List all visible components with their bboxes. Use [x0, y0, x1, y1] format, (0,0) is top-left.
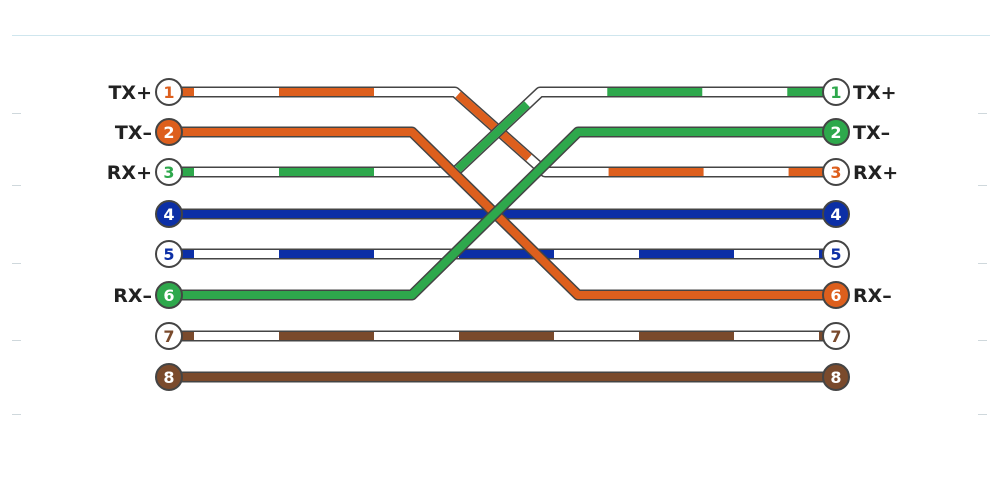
- pin-layer: 1 TX+ 2 TX– 3 RX+ 4 5 6 RX– 7 8 1 TX+ 2 TX– 3 RX+ 4 5 6 RX– 7 8: [107, 78, 898, 391]
- right-pin-label: RX–: [853, 285, 892, 307]
- left-pin-number: 3: [163, 163, 174, 182]
- left-pin-3: 3 RX+: [107, 158, 183, 186]
- right-pin-4: 4: [822, 200, 850, 228]
- left-pin-circle: [155, 240, 183, 268]
- left-pin-circle: [155, 363, 183, 391]
- right-pin-label: TX+: [853, 82, 897, 104]
- left-pin-1: 1 TX+: [108, 78, 183, 106]
- wire-3-to-1: [169, 86, 836, 178]
- left-pin-label: TX–: [115, 122, 152, 144]
- margin-tick: [978, 113, 987, 114]
- margin-tick: [978, 263, 987, 264]
- wire-layer: [169, 86, 836, 383]
- left-pin-number: 8: [163, 368, 174, 387]
- left-pin-circle: [155, 158, 183, 186]
- margin-tick: [12, 113, 21, 114]
- left-pin-number: 5: [163, 245, 174, 264]
- wire-stripe: [169, 88, 836, 176]
- left-pin-label: TX+: [108, 82, 152, 104]
- margin-tick: [12, 340, 21, 341]
- right-pin-circle: [822, 363, 850, 391]
- right-pin-label: RX+: [853, 162, 898, 184]
- margin-tick: [978, 185, 987, 186]
- margin-tick: [12, 185, 21, 186]
- right-pin-circle: [822, 118, 850, 146]
- right-pin-3: 3 RX+: [822, 158, 898, 186]
- right-pin-circle: [822, 322, 850, 350]
- left-pin-number: 7: [163, 327, 174, 346]
- left-pin-8: 8: [155, 363, 183, 391]
- left-pin-circle: [155, 322, 183, 350]
- right-pin-2: 2 TX–: [822, 118, 890, 146]
- margin-tick: [12, 414, 21, 415]
- left-pin-number: 2: [163, 123, 174, 142]
- margin-tick: [978, 414, 987, 415]
- right-pin-label: TX–: [853, 122, 890, 144]
- right-pin-5: 5: [822, 240, 850, 268]
- wire-6-to-2: [169, 126, 836, 301]
- left-pin-2: 2 TX–: [115, 118, 183, 146]
- right-pin-8: 8: [822, 363, 850, 391]
- right-pin-number: 7: [830, 327, 841, 346]
- right-pin-number: 6: [830, 286, 841, 305]
- left-pin-5: 5: [155, 240, 183, 268]
- right-pin-number: 2: [830, 123, 841, 142]
- wire-solid-fill: [169, 128, 836, 299]
- right-pin-number: 4: [830, 205, 841, 224]
- right-pin-1: 1 TX+: [822, 78, 897, 106]
- left-pin-circle: [155, 118, 183, 146]
- left-pin-number: 1: [163, 83, 174, 102]
- right-pin-number: 1: [830, 83, 841, 102]
- left-pin-number: 4: [163, 205, 174, 224]
- right-pin-number: 3: [830, 163, 841, 182]
- right-pin-circle: [822, 78, 850, 106]
- top-divider: [12, 35, 990, 36]
- right-pin-6: 6 RX–: [822, 281, 892, 309]
- margin-tick: [12, 263, 21, 264]
- left-pin-circle: [155, 78, 183, 106]
- left-pin-label: RX+: [107, 162, 152, 184]
- right-pin-circle: [822, 200, 850, 228]
- right-pin-circle: [822, 281, 850, 309]
- left-pin-circle: [155, 200, 183, 228]
- left-pin-7: 7: [155, 322, 183, 350]
- right-pin-circle: [822, 158, 850, 186]
- left-pin-number: 6: [163, 286, 174, 305]
- left-pin-6: 6 RX–: [113, 281, 183, 309]
- right-pin-7: 7: [822, 322, 850, 350]
- right-pin-number: 5: [830, 245, 841, 264]
- right-pin-number: 8: [830, 368, 841, 387]
- margin-tick: [978, 340, 987, 341]
- left-pin-4: 4: [155, 200, 183, 228]
- right-pin-circle: [822, 240, 850, 268]
- left-pin-label: RX–: [113, 285, 152, 307]
- left-pin-circle: [155, 281, 183, 309]
